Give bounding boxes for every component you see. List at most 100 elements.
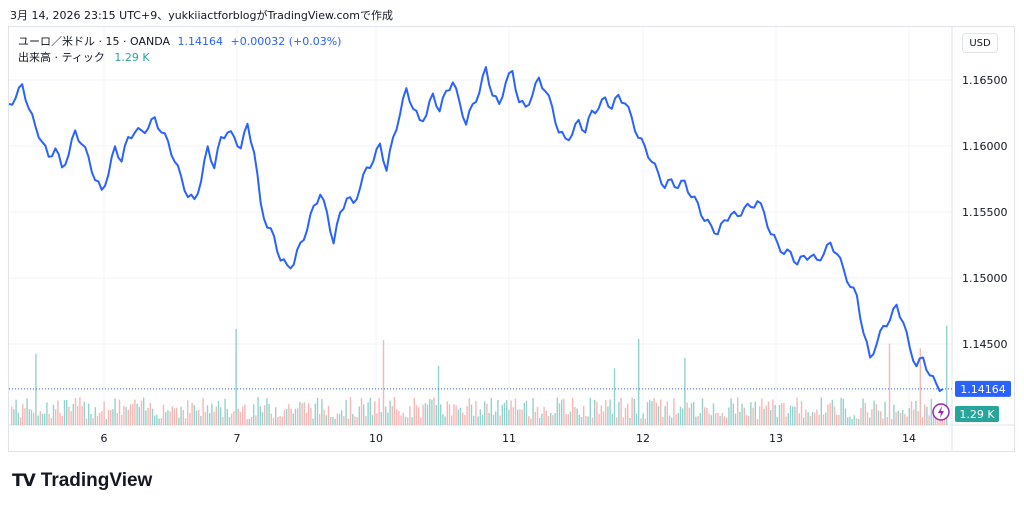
volume-bar — [732, 403, 734, 425]
volume-bar — [684, 357, 686, 425]
volume-bar — [915, 400, 917, 425]
volume-bar — [919, 348, 921, 425]
volume-bar — [787, 413, 789, 425]
volume-bar — [237, 408, 239, 425]
y-tick-label: 1.16000 — [962, 140, 1008, 153]
volume-bar — [422, 404, 424, 425]
volume-bar — [275, 407, 277, 425]
volume-bar — [602, 411, 605, 425]
volume-bar — [281, 416, 283, 425]
volume-bar — [63, 400, 66, 425]
brand-name: TradingView — [40, 470, 153, 491]
volume-bar — [589, 398, 591, 425]
volume-bar — [301, 402, 303, 425]
volume-bar — [741, 403, 743, 425]
volume-bar — [17, 412, 19, 425]
volume-bar — [451, 415, 453, 425]
volume-bar — [429, 399, 431, 425]
volume-bar — [462, 412, 464, 425]
volume-bar — [811, 411, 814, 425]
volume-bar — [246, 418, 248, 425]
volume-bar — [81, 406, 83, 425]
volume-bar — [455, 405, 457, 425]
volume-bar — [638, 338, 640, 425]
volume-bar — [22, 404, 24, 425]
volume-bar — [272, 417, 275, 425]
volume-bar — [413, 398, 415, 425]
x-tick-label: 14 — [902, 432, 916, 445]
volume-bar — [525, 400, 528, 425]
volume-bar — [105, 418, 107, 425]
volume-bar — [424, 403, 426, 425]
volume-bar — [893, 404, 895, 425]
volume-bar — [118, 399, 121, 425]
volume-bar — [818, 414, 820, 425]
volume-bar — [59, 413, 61, 425]
volume-bar — [847, 417, 849, 425]
volume-bar — [158, 418, 160, 425]
currency-button[interactable]: USD — [962, 33, 998, 53]
volume-bar — [512, 407, 514, 425]
volume-bar — [347, 418, 349, 425]
volume-bar — [316, 397, 319, 425]
volume-bar — [283, 409, 286, 425]
volume-bar — [437, 365, 440, 425]
volume-bar — [849, 416, 851, 425]
volume-bar — [418, 407, 420, 425]
volume-bar — [341, 410, 343, 425]
volume-bar — [618, 402, 620, 425]
volume-bar — [543, 407, 545, 425]
volume-bar — [200, 416, 202, 425]
volume-bar — [827, 404, 829, 425]
volume-bar — [844, 408, 847, 425]
volume-bar — [550, 413, 552, 425]
volume-bar — [294, 408, 297, 425]
volume-bar — [825, 412, 827, 425]
volume-bar — [446, 401, 448, 425]
x-tick-label: 13 — [769, 432, 783, 445]
volume-bar — [41, 413, 44, 425]
volume-label[interactable]: 出来高 · ティック — [18, 51, 105, 64]
y-tick-label: 1.14500 — [962, 338, 1008, 351]
volume-bar — [710, 415, 712, 425]
volume-bar — [651, 401, 653, 425]
volume-bar — [666, 401, 668, 425]
volume-bar — [303, 402, 305, 425]
volume-bar — [719, 415, 721, 425]
volume-bar — [611, 413, 613, 425]
volume-bar — [459, 407, 462, 425]
volume-bar — [409, 406, 411, 425]
last-price-badge — [955, 380, 1011, 397]
x-tick-label: 7 — [234, 432, 241, 445]
volume-bar — [521, 409, 523, 425]
volume-bar — [380, 412, 382, 425]
volume-bar — [233, 411, 235, 425]
symbol-name[interactable]: ユーロ／米ドル · 15 · OANDA — [18, 35, 170, 48]
volume-bar — [530, 418, 532, 425]
volume-bar — [68, 406, 70, 425]
volume-bar — [151, 408, 154, 425]
volume-bar — [123, 405, 125, 425]
volume-bar — [426, 404, 429, 425]
volume-bar — [457, 409, 459, 425]
volume-bar — [217, 400, 220, 425]
volume-bar — [567, 414, 569, 425]
volume-badge — [955, 406, 999, 422]
volume-bar — [506, 400, 508, 425]
volume-bar — [558, 403, 561, 425]
volume-bar — [587, 416, 589, 425]
volume-bar — [712, 403, 715, 425]
volume-bar — [431, 399, 433, 425]
volume-bar — [556, 397, 558, 425]
lightning-bolt-icon — [938, 406, 944, 418]
volume-bar — [178, 417, 180, 425]
volume-bar — [583, 405, 585, 425]
volume-bar — [114, 398, 116, 425]
volume-bar — [910, 401, 913, 425]
volume-bar — [453, 404, 455, 425]
volume-bar — [895, 412, 897, 425]
volume-bar — [209, 412, 211, 425]
last-price-badge-label: 1.14164 — [960, 383, 1006, 396]
volume-bar — [385, 406, 387, 425]
